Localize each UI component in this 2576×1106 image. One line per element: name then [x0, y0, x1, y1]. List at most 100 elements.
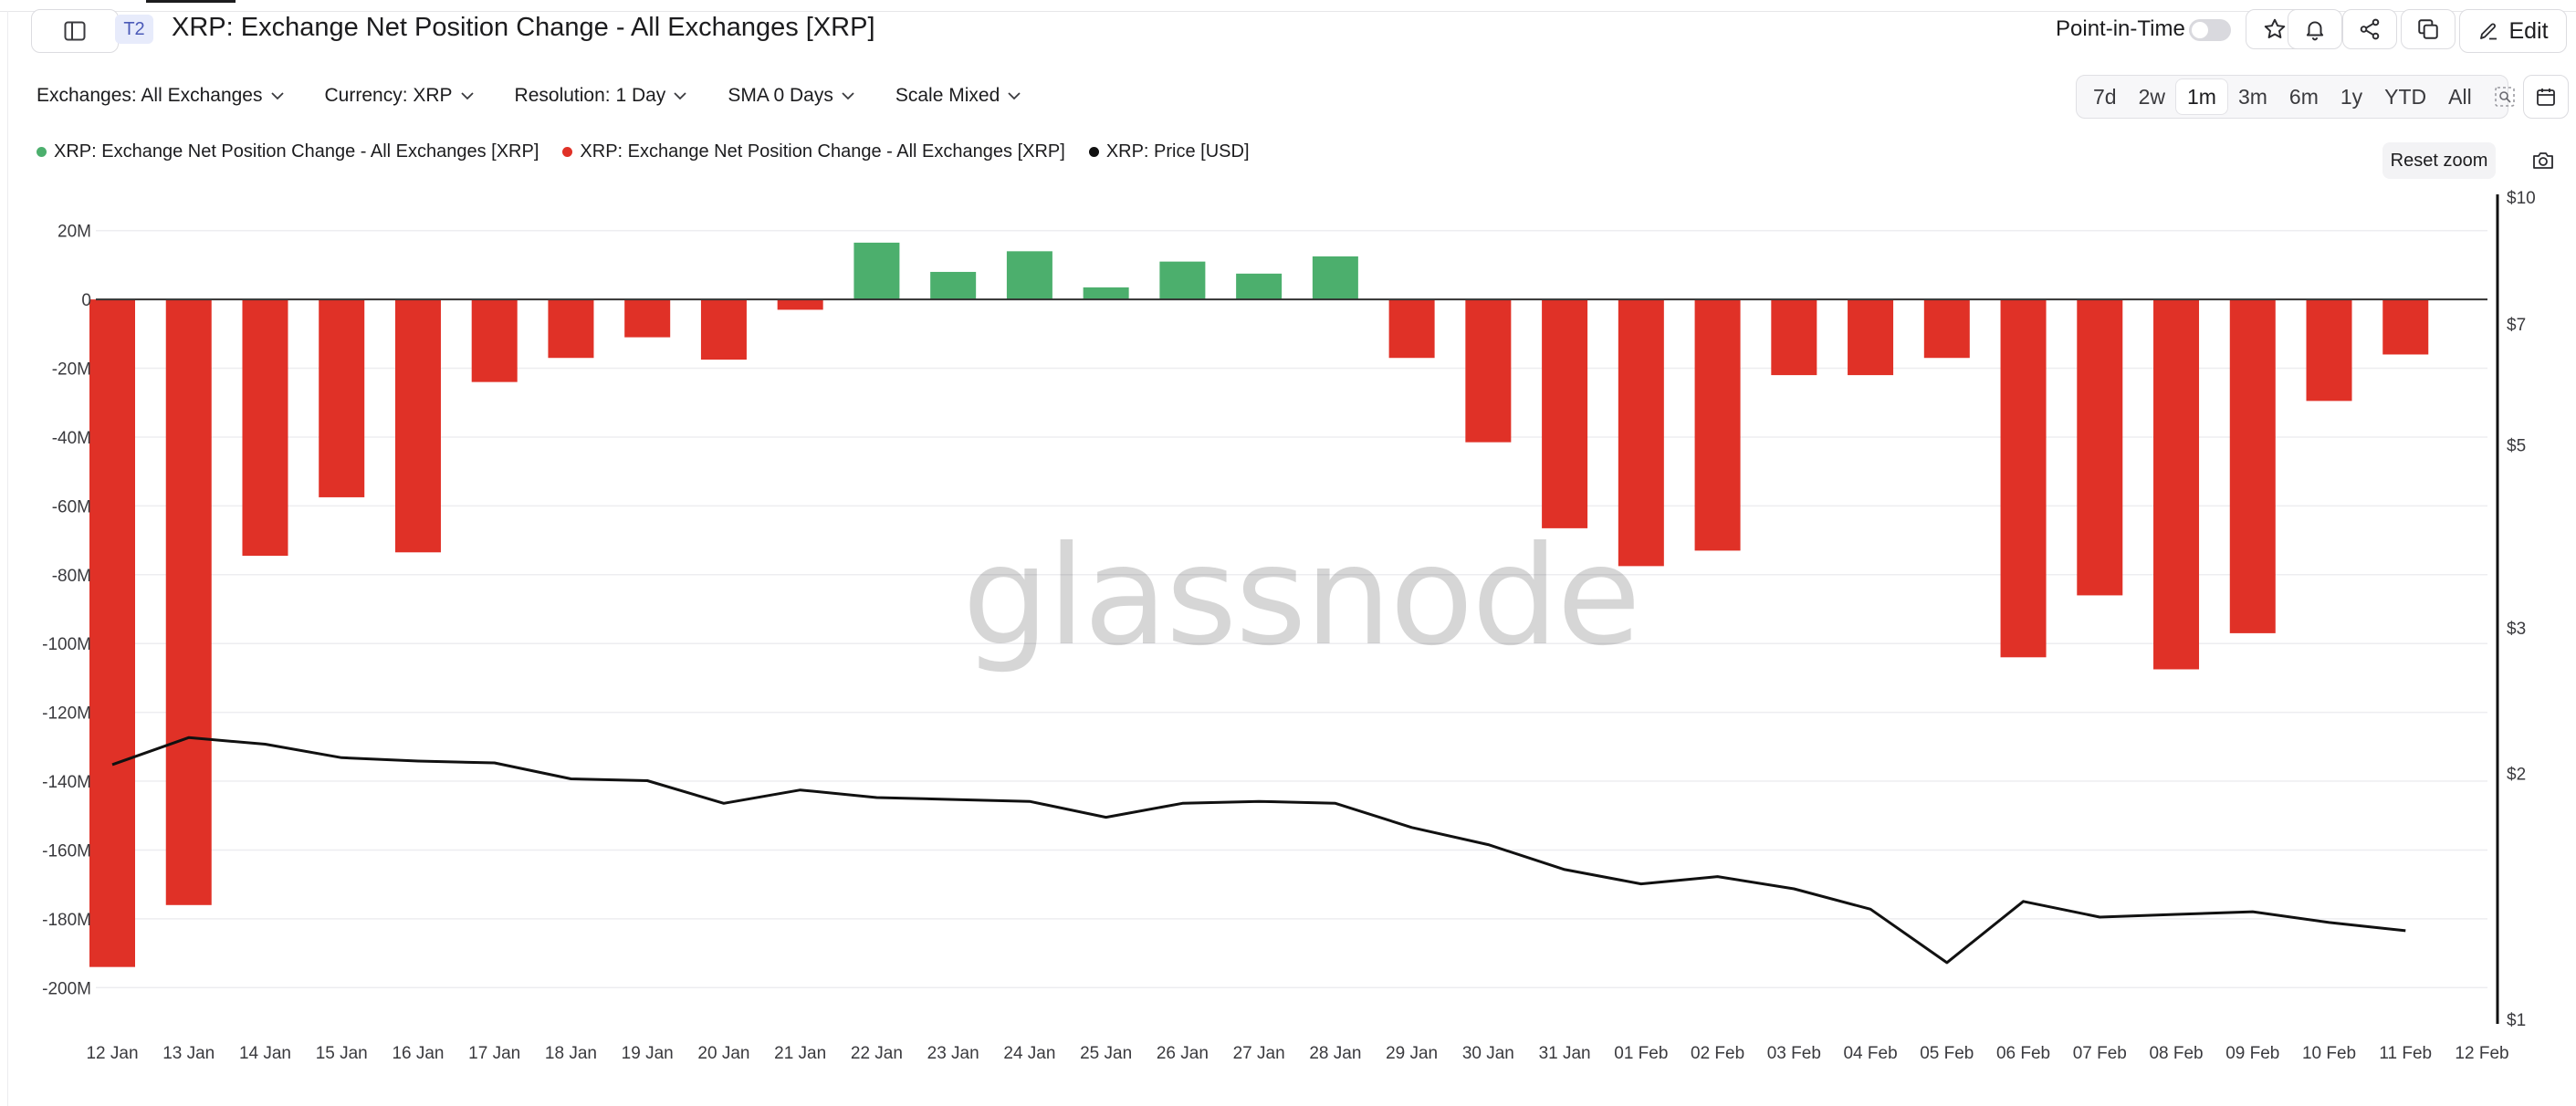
range-6m[interactable]: 6m	[2288, 84, 2319, 109]
zoom-icon	[2494, 87, 2515, 107]
x-tick-label: 09 Feb	[2225, 1044, 2279, 1063]
page-title: XRP: Exchange Net Position Change - All …	[172, 13, 875, 42]
bar	[1465, 299, 1512, 443]
zoom-select-button[interactable]	[2483, 79, 2527, 114]
exchanges-dropdown[interactable]: Exchanges: All Exchanges	[37, 85, 285, 107]
legend-item-price[interactable]: XRP: Price [USD]	[1088, 141, 1250, 162]
x-tick-label: 02 Feb	[1691, 1044, 1744, 1063]
range-ytd[interactable]: YTD	[2384, 84, 2427, 109]
x-tick-label: 25 Jan	[1080, 1044, 1132, 1063]
x-tick-label: 18 Jan	[545, 1044, 597, 1063]
x-tick-label: 12 Feb	[2455, 1044, 2508, 1063]
watermark: glassnode	[962, 517, 1639, 676]
range-1m[interactable]: 1m	[2176, 79, 2227, 114]
left-tick-label: 0	[81, 291, 91, 310]
x-tick-label: 17 Jan	[468, 1044, 520, 1063]
range-2w[interactable]: 2w	[2138, 84, 2165, 109]
x-tick-label: 30 Jan	[1462, 1044, 1514, 1063]
camera-icon	[2533, 152, 2553, 169]
x-tick-label: 24 Jan	[1003, 1044, 1055, 1063]
bar	[89, 299, 135, 967]
chart-legend: XRP: Exchange Net Position Change - All …	[37, 141, 1250, 162]
legend-label: XRP: Exchange Net Position Change - All …	[54, 141, 539, 162]
right-tick-label: $1	[2507, 1011, 2526, 1030]
left-tick-label: -120M	[42, 704, 91, 724]
edit-button[interactable]: Edit	[2459, 9, 2567, 53]
bar	[1159, 261, 1206, 300]
x-tick-label: 05 Feb	[1920, 1044, 1974, 1063]
bar	[165, 299, 212, 905]
bars	[89, 242, 2429, 967]
range-all[interactable]: All	[2448, 84, 2472, 109]
toggle-sidebar-button[interactable]	[31, 9, 119, 53]
scale-dropdown[interactable]: Scale Mixed	[895, 85, 1021, 107]
chevron-down-icon	[270, 92, 284, 100]
time-range-selector: 7d 2w 1m 3m 6m 1y YTD All	[2076, 75, 2515, 119]
screenshot-button[interactable]	[2523, 142, 2563, 179]
x-tick-label: 22 Jan	[851, 1044, 903, 1063]
range-3m[interactable]: 3m	[2237, 84, 2267, 109]
bar	[2229, 299, 2276, 633]
chevron-down-icon	[1008, 92, 1021, 100]
bar	[548, 299, 594, 359]
x-tick-label: 16 Jan	[392, 1044, 444, 1063]
bar	[1923, 299, 1970, 359]
right-tick-label: $2	[2507, 766, 2526, 785]
toggle-knob	[2192, 22, 2208, 38]
left-tick-label: -20M	[52, 360, 91, 380]
bar	[1006, 251, 1052, 300]
legend-label: XRP: Exchange Net Position Change - All …	[580, 141, 1065, 162]
bar	[2382, 299, 2429, 355]
currency-dropdown[interactable]: Currency: XRP	[325, 85, 475, 107]
exchange-net-position-chart[interactable]: glassnode 20M 0 -20M -40M -60M -80M -100M -120M…	[0, 183, 2576, 1068]
x-tick-label: 27 Jan	[1233, 1044, 1285, 1063]
point-in-time-toggle[interactable]	[2189, 19, 2231, 41]
resolution-dropdown[interactable]: Resolution: 1 Day	[515, 85, 688, 107]
duplicate-button[interactable]	[2401, 9, 2456, 49]
x-tick-label: 19 Jan	[622, 1044, 674, 1063]
x-tick-label: 23 Jan	[927, 1044, 979, 1063]
range-7d[interactable]: 7d	[2093, 84, 2117, 109]
x-tick-label: 20 Jan	[697, 1044, 749, 1063]
x-tick-label: 08 Feb	[2149, 1044, 2203, 1063]
alert-button[interactable]	[2288, 9, 2342, 49]
left-tick-label: -200M	[42, 979, 91, 998]
legend-item-inflow-positive[interactable]: XRP: Exchange Net Position Change - All …	[37, 141, 539, 162]
legend-item-outflow-negative[interactable]: XRP: Exchange Net Position Change - All …	[562, 141, 1065, 162]
reset-zoom-button[interactable]: Reset zoom	[2382, 142, 2496, 179]
bar	[471, 299, 518, 382]
x-axis-ticks: 12 Jan 13 Jan 14 Jan 15 Jan 16 Jan 17 Jan 18 J…	[86, 1044, 2508, 1063]
x-tick-label: 15 Jan	[316, 1044, 368, 1063]
copy-icon	[2418, 19, 2438, 39]
filter-label: Resolution: 1 Day	[514, 85, 666, 106]
sma-dropdown[interactable]: SMA 0 Days	[728, 85, 855, 107]
pencil-icon	[2480, 23, 2497, 40]
x-tick-label: 13 Jan	[162, 1044, 215, 1063]
right-tick-label: $7	[2507, 316, 2526, 335]
filter-label: Exchanges: All Exchanges	[37, 85, 263, 106]
x-tick-label: 29 Jan	[1386, 1044, 1438, 1063]
active-tab-indicator	[146, 0, 236, 3]
bar	[777, 299, 823, 310]
top-border	[0, 0, 2576, 12]
right-tick-label: $10	[2507, 189, 2536, 208]
left-tick-label: -180M	[42, 911, 91, 930]
bar	[700, 299, 747, 360]
tab-badge: T2	[115, 15, 153, 44]
chevron-down-icon	[674, 92, 686, 100]
bar	[853, 242, 900, 300]
calendar-icon	[2537, 89, 2555, 106]
date-picker-button[interactable]	[2523, 75, 2569, 119]
left-tick-label: -140M	[42, 773, 91, 792]
bar	[319, 299, 365, 497]
share-button[interactable]	[2342, 9, 2397, 49]
x-tick-label: 28 Jan	[1309, 1044, 1361, 1063]
bar	[1694, 299, 1741, 551]
bar	[1388, 299, 1435, 359]
left-tick-label: -80M	[52, 567, 91, 586]
x-tick-label: 04 Feb	[1843, 1044, 1897, 1063]
range-1y[interactable]: 1y	[2340, 84, 2363, 109]
x-tick-label: 03 Feb	[1767, 1044, 1821, 1063]
star-icon	[2264, 18, 2286, 38]
x-tick-label: 10 Feb	[2302, 1044, 2356, 1063]
